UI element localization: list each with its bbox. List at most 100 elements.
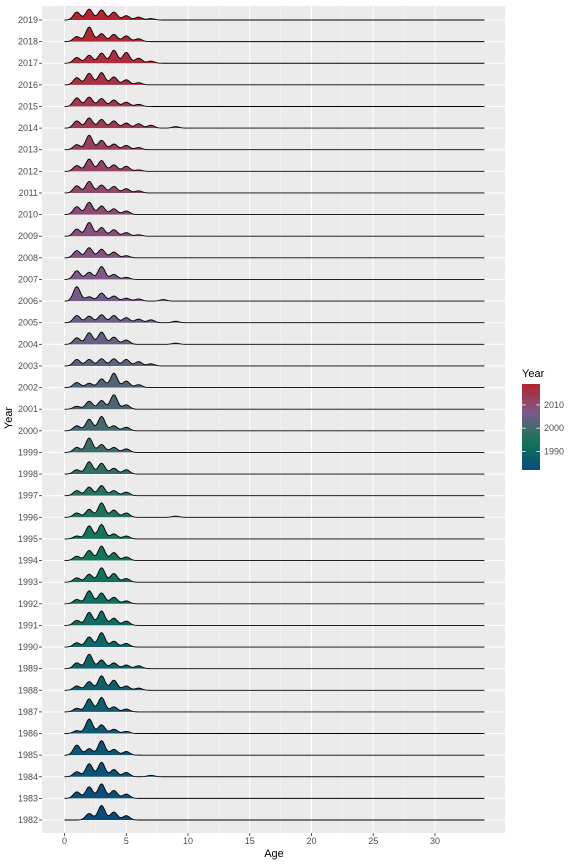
y-tick-label-2003: 2003 [18, 361, 38, 371]
y-tick-label-1982: 1982 [18, 815, 38, 825]
ridge-fill-2011 [64, 181, 485, 193]
ridge-fill-1985 [64, 740, 485, 756]
y-tick-label-2001: 2001 [18, 404, 38, 414]
y-tick-label-2015: 2015 [18, 101, 38, 111]
y-tick-label-1987: 1987 [18, 707, 38, 717]
ridge-fill-1993 [64, 567, 485, 583]
legend: Year 1990 2000 2010 [522, 368, 564, 470]
y-tick-label-1998: 1998 [18, 469, 38, 479]
y-tick-label-2000: 2000 [18, 426, 38, 436]
ridge-line-2013 [64, 134, 485, 151]
ridge-fill-2016 [64, 72, 485, 85]
ridge-line-1988 [64, 675, 485, 691]
y-tick-label-1991: 1991 [18, 620, 38, 630]
ridge-line-1993 [64, 567, 485, 583]
ridge-line-2002 [64, 372, 485, 389]
ridge-line-2009 [64, 221, 485, 237]
y-tick-label-1994: 1994 [18, 556, 38, 566]
ridge-line-2018 [64, 26, 485, 43]
y-tick-label-2016: 2016 [18, 80, 38, 90]
ridges [64, 8, 485, 821]
ridge-line-1986 [64, 718, 485, 734]
legend-label-2000: 2000 [544, 423, 564, 433]
ridge-fill-1984 [64, 762, 485, 777]
ridge-fill-2000 [64, 416, 485, 431]
ridge-line-1998 [64, 461, 485, 475]
ridge-fill-2009 [64, 222, 485, 237]
ridge-line-1985 [64, 740, 485, 756]
y-tick-label-2006: 2006 [18, 296, 38, 306]
y-tick-label-2012: 2012 [18, 166, 38, 176]
x-tick-label-25: 25 [368, 836, 378, 846]
ridge-line-2007 [64, 265, 485, 280]
ridge-line-1999 [64, 437, 485, 453]
ridge-line-2019 [64, 8, 485, 21]
ridge-line-2011 [64, 180, 485, 194]
ridge-line-2008 [64, 247, 485, 259]
ridge-line-1992 [64, 590, 485, 605]
y-tick-label-1983: 1983 [18, 793, 38, 803]
y-tick-label-2011: 2011 [19, 188, 38, 198]
y-tick-label-2008: 2008 [18, 253, 38, 263]
y-tick-label-2018: 2018 [18, 37, 38, 47]
y-tick-label-1988: 1988 [18, 685, 38, 695]
ridge-fill-1991 [64, 610, 485, 626]
y-tick-label-1992: 1992 [18, 599, 38, 609]
y-tick-label-1985: 1985 [18, 750, 38, 760]
ridge-line-2006 [64, 286, 485, 302]
ridge-fill-2002 [64, 373, 485, 388]
y-tick-label-1993: 1993 [18, 577, 38, 587]
ridge-line-2012 [64, 158, 485, 172]
y-tick-label-2019: 2019 [18, 15, 38, 25]
x-tick-label-15: 15 [245, 836, 255, 846]
ridge-line-2017 [64, 49, 485, 64]
ridge-fill-1995 [64, 524, 485, 539]
ridge-line-1991 [64, 610, 485, 626]
x-tick-label-20: 20 [306, 836, 316, 846]
ridge-line-2000 [64, 415, 485, 432]
y-tick-label-1999: 1999 [18, 447, 38, 457]
ridge-line-1989 [64, 653, 485, 670]
ridge-line-1990 [64, 631, 485, 648]
ridge-line-1995 [64, 523, 485, 540]
ridge-fill-1994 [64, 546, 485, 561]
y-tick-label-1997: 1997 [18, 491, 38, 501]
y-tick-label-2004: 2004 [18, 339, 38, 349]
y-tick-label-2013: 2013 [18, 145, 38, 155]
ridge-fill-2013 [64, 135, 485, 150]
ridge-fill-1996 [64, 502, 485, 518]
ridge-fill-1997 [64, 485, 485, 496]
ridge-fill-1998 [64, 461, 485, 475]
ridge-fill-2012 [64, 159, 485, 172]
ridge-fill-1992 [64, 590, 485, 604]
ridge-line-1982 [64, 804, 485, 821]
y-tick-label-2014: 2014 [18, 123, 38, 133]
ridge-line-2010 [64, 201, 485, 216]
y-tick-label-2010: 2010 [18, 210, 38, 220]
ridge-line-1983 [64, 783, 485, 799]
ridge-fill-2019 [64, 9, 485, 20]
ridge-line-2005 [64, 314, 485, 324]
ridge-line-1996 [64, 502, 485, 518]
ridge-line-2014 [64, 117, 485, 129]
ridge-line-1994 [64, 545, 485, 561]
ridge-fill-2018 [64, 27, 485, 42]
ridge-fill-2001 [64, 394, 485, 410]
y-tick-label-2007: 2007 [18, 274, 38, 284]
ridge-line-2015 [64, 96, 485, 107]
ridge-fill-1982 [64, 805, 485, 820]
ridge-fill-2015 [64, 97, 485, 107]
y-axis-title: Year [3, 407, 15, 430]
ridge-fill-2007 [64, 266, 485, 280]
ridge-fill-1990 [64, 632, 485, 648]
legend-label-2010: 2010 [544, 400, 564, 410]
ridge-line-1987 [64, 696, 485, 713]
ridge-fill-1987 [64, 697, 485, 712]
y-tick-label-1986: 1986 [18, 729, 38, 739]
ridge-fill-2004 [64, 331, 485, 345]
legend-label-1990: 1990 [544, 446, 564, 456]
ridge-fill-2017 [64, 50, 485, 64]
ridge-fill-2005 [64, 314, 485, 323]
ridge-line-1984 [64, 761, 485, 778]
ridge-line-2001 [64, 394, 485, 410]
